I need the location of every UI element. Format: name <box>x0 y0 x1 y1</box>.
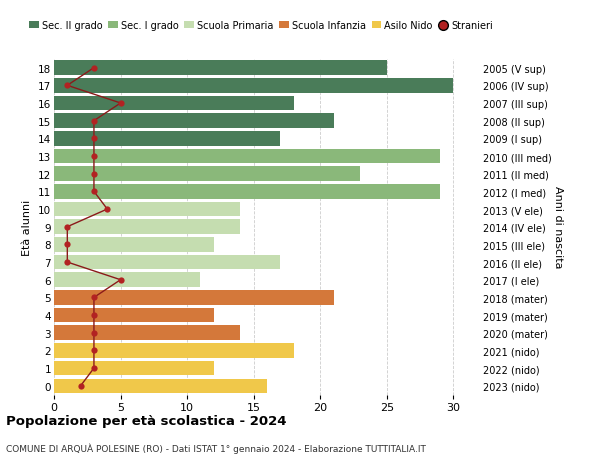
Bar <box>54 308 214 323</box>
Bar <box>54 79 454 93</box>
Bar <box>54 132 280 146</box>
Y-axis label: Età alunni: Età alunni <box>22 199 32 255</box>
Y-axis label: Anni di nascita: Anni di nascita <box>553 186 563 269</box>
Text: COMUNE DI ARQUÀ POLESINE (RO) - Dati ISTAT 1° gennaio 2024 - Elaborazione TUTTIT: COMUNE DI ARQUÀ POLESINE (RO) - Dati IST… <box>6 442 426 453</box>
Bar <box>54 61 387 76</box>
Bar <box>54 379 267 393</box>
Bar <box>54 96 293 111</box>
Text: Popolazione per età scolastica - 2024: Popolazione per età scolastica - 2024 <box>6 414 287 428</box>
Bar <box>54 185 440 199</box>
Bar <box>54 343 293 358</box>
Bar <box>54 361 214 375</box>
Bar <box>54 167 360 181</box>
Bar <box>54 238 214 252</box>
Bar <box>54 255 280 270</box>
Bar <box>54 273 200 287</box>
Bar <box>54 291 334 305</box>
Bar <box>54 114 334 129</box>
Legend: Sec. II grado, Sec. I grado, Scuola Primaria, Scuola Infanzia, Asilo Nido, Stran: Sec. II grado, Sec. I grado, Scuola Prim… <box>29 21 493 31</box>
Bar <box>54 150 440 164</box>
Bar <box>54 202 241 217</box>
Bar <box>54 326 241 340</box>
Bar <box>54 220 241 235</box>
